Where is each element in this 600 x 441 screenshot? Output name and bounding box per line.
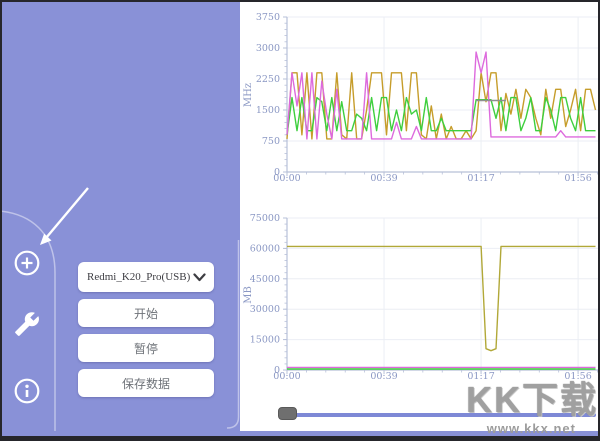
plus-circle-icon bbox=[14, 250, 40, 276]
timeline-slider-handle[interactable] bbox=[278, 407, 297, 420]
svg-text:00:00: 00:00 bbox=[273, 371, 300, 382]
svg-text:MHz: MHz bbox=[243, 83, 254, 107]
chart-area: 0 750 1500 2250 3000 3750 00:00 00:39 01:17 01:56… bbox=[240, 2, 598, 431]
device-select[interactable]: Redmi_K20_Pro(USB) bbox=[78, 262, 214, 292]
svg-text:2250: 2250 bbox=[256, 74, 280, 85]
device-select-value: Redmi_K20_Pro(USB) bbox=[87, 271, 191, 283]
svg-text:01:56: 01:56 bbox=[564, 371, 591, 382]
svg-text:00:39: 00:39 bbox=[370, 371, 397, 382]
cpu-frequency-chart: 0 750 1500 2250 3000 3750 00:00 00:39 01:17 01:56… bbox=[243, 12, 598, 184]
control-panel: Redmi_K20_Pro(USB) 开始 暂停 保存数据 bbox=[78, 262, 214, 404]
window-frame-left bbox=[0, 0, 2, 441]
svg-text:3000: 3000 bbox=[256, 43, 280, 54]
svg-text:75000: 75000 bbox=[250, 213, 280, 224]
start-button[interactable]: 开始 bbox=[78, 299, 214, 327]
add-device-button[interactable] bbox=[13, 249, 41, 277]
svg-text:0: 0 bbox=[274, 167, 280, 178]
svg-text:750: 750 bbox=[262, 136, 280, 147]
pause-button[interactable]: 暂停 bbox=[78, 334, 214, 362]
window-frame-bottom bbox=[0, 436, 600, 441]
memory-chart: 0 15000 30000 45000 60000 75000 00:00 00:39 01:1… bbox=[243, 213, 598, 382]
wrench-icon bbox=[15, 312, 39, 336]
timeline-slider-track[interactable] bbox=[280, 413, 596, 417]
svg-text:30000: 30000 bbox=[250, 304, 280, 315]
svg-text:15000: 15000 bbox=[250, 335, 280, 346]
svg-text:00:39: 00:39 bbox=[370, 173, 397, 184]
settings-button[interactable] bbox=[14, 311, 42, 339]
svg-text:45000: 45000 bbox=[250, 274, 280, 285]
info-button[interactable] bbox=[13, 377, 41, 405]
pointer-arrow bbox=[40, 187, 89, 245]
svg-text:00:00: 00:00 bbox=[273, 173, 300, 184]
info-circle-icon bbox=[14, 378, 40, 404]
svg-text:01:17: 01:17 bbox=[467, 371, 494, 382]
svg-text:3750: 3750 bbox=[256, 12, 280, 23]
svg-text:01:17: 01:17 bbox=[467, 173, 494, 184]
svg-text:0: 0 bbox=[274, 365, 280, 376]
window-frame-right bbox=[598, 0, 600, 441]
save-data-button[interactable]: 保存数据 bbox=[78, 369, 214, 397]
sidebar: Redmi_K20_Pro(USB) 开始 暂停 保存数据 bbox=[2, 2, 240, 431]
window-frame-top bbox=[0, 0, 600, 2]
svg-text:60000: 60000 bbox=[250, 243, 280, 254]
svg-text:01:56: 01:56 bbox=[564, 173, 591, 184]
chevron-down-icon bbox=[193, 272, 206, 281]
svg-text:1500: 1500 bbox=[256, 105, 280, 116]
svg-text:MB: MB bbox=[243, 286, 254, 304]
bottom-accent-strip bbox=[2, 431, 598, 436]
